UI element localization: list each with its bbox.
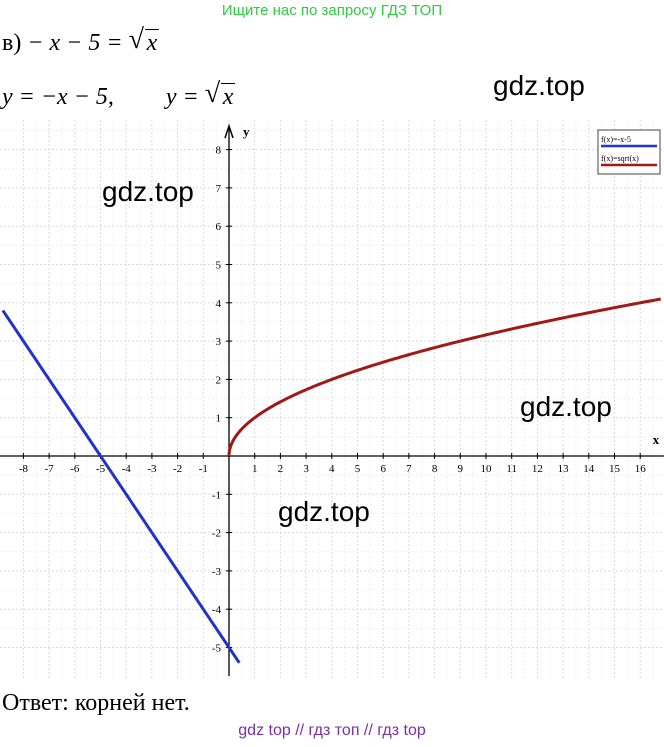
y-tick-label: -3 <box>212 566 222 578</box>
x-tick-label: 13 <box>558 463 570 475</box>
x-tick-label: 12 <box>532 463 543 475</box>
x-tick-label: 6 <box>380 463 386 475</box>
x-tick-label: 2 <box>278 463 284 475</box>
watermark: gdz.top <box>102 176 194 207</box>
x-tick-label: 5 <box>355 463 361 475</box>
legend-box <box>597 129 661 175</box>
y-tick-label: 8 <box>216 145 222 157</box>
x-tick-label: 15 <box>609 463 621 475</box>
x-tick-label: 4 <box>329 463 335 475</box>
y-tick-label: 2 <box>216 374 222 386</box>
y-tick-label: 3 <box>216 336 222 348</box>
x-tick-label: 14 <box>583 463 595 475</box>
x-tick-label: 8 <box>432 463 438 475</box>
x-tick-label: -5 <box>96 463 106 475</box>
function-sqrt-lhs: y = <box>165 84 199 110</box>
legend-label: f(x)=sqrt(x) <box>601 154 639 163</box>
equation-label: в) <box>2 30 22 56</box>
x-tick-label: 16 <box>635 463 647 475</box>
x-tick-label: 10 <box>481 463 493 475</box>
x-tick-label: 3 <box>303 463 309 475</box>
watermark: gdz.top <box>493 70 585 101</box>
sqrt-sign-icon: √ <box>204 78 221 109</box>
y-tick-label: -1 <box>212 489 221 501</box>
watermark: gdz.top <box>520 391 612 422</box>
y-axis-arrow-icon <box>224 123 234 139</box>
equation-sqrt: √ x <box>129 26 160 57</box>
y-tick-label: 6 <box>216 221 222 233</box>
sqrt-sign-icon: √ <box>128 24 144 55</box>
function-linear: y = −x − 5, <box>2 84 114 110</box>
x-tick-label: 7 <box>406 463 412 475</box>
series-line-sqrt <box>227 297 662 457</box>
x-tick-label: 11 <box>506 463 517 475</box>
watermark: gdz.top <box>278 496 370 527</box>
y-axis-label: y <box>243 124 250 139</box>
x-tick-label: -6 <box>70 463 80 475</box>
x-tick-label: -7 <box>45 463 55 475</box>
legend-label: f(x)=-x-5 <box>601 135 631 144</box>
series-line-linear <box>1 309 241 664</box>
y-tick-label: 1 <box>216 413 222 425</box>
y-tick-label: -2 <box>212 528 221 540</box>
functions-line: y = −x − 5, y = √ x <box>2 80 236 111</box>
footer-links: gdz top // гдз топ // гдз top <box>238 722 426 739</box>
y-tick-label: -5 <box>212 643 222 655</box>
x-tick-label: -8 <box>19 463 29 475</box>
y-tick-label: 5 <box>216 260 222 272</box>
equation: в) − x − 5 = √ x <box>2 26 160 57</box>
x-tick-label: 1 <box>252 463 258 475</box>
equation-lhs: − x − 5 = <box>27 30 123 56</box>
x-tick-label: -3 <box>147 463 157 475</box>
x-tick-label: -1 <box>199 463 208 475</box>
y-tick-label: 4 <box>216 298 222 310</box>
x-axis-label: x <box>653 432 660 447</box>
answer-text: Ответ: корней нет. <box>2 690 190 716</box>
y-tick-label: -4 <box>212 604 222 616</box>
legend: f(x)=-x-5 f(x)=sqrt(x) <box>597 129 661 175</box>
x-tick-label: -4 <box>122 463 132 475</box>
function-radicand: x <box>220 83 236 110</box>
function-sqrt: √ x <box>205 80 236 111</box>
y-tick-label: 7 <box>216 183 222 195</box>
equation-radicand: x <box>144 29 160 56</box>
x-tick-label: -2 <box>173 463 182 475</box>
x-tick-label: 9 <box>458 463 464 475</box>
search-banner: Ищите нас по запросу ГДЗ ТОП <box>221 2 443 19</box>
function-graph: -8 -7 -6 -5 -4 -3 -2 -1 1 2 3 4 5 6 7 8 9 10 11 12 13 14 15 16-… <box>0 120 664 680</box>
